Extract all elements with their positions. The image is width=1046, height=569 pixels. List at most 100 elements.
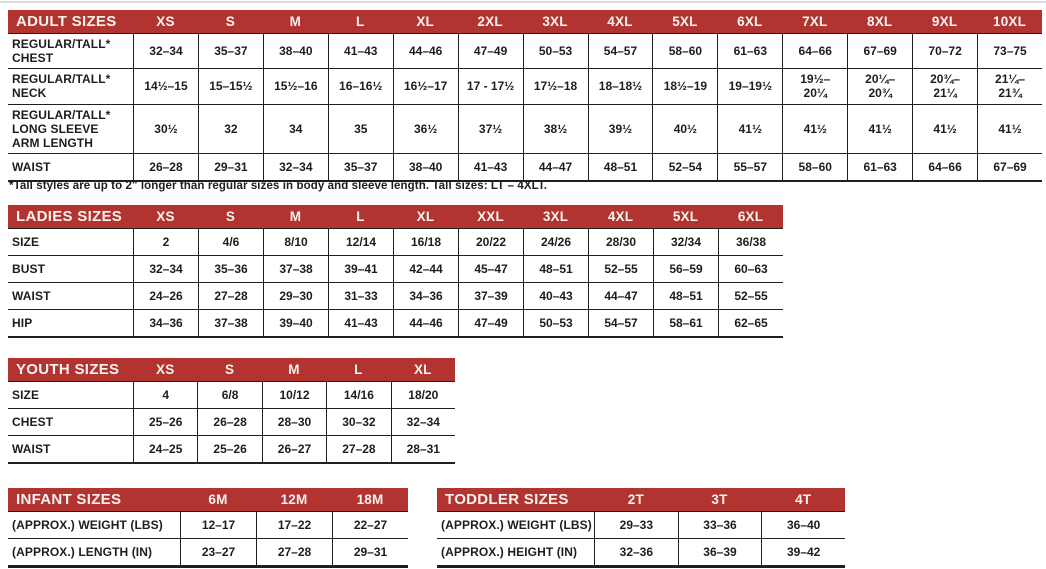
cell-value: 41½ bbox=[717, 104, 782, 154]
column-header: 4XL bbox=[607, 14, 633, 29]
row-label: (APPROX.) HEIGHT (IN) bbox=[441, 544, 578, 559]
cell-value: 24–26 bbox=[133, 283, 198, 309]
cell-value: 22–27 bbox=[332, 512, 408, 538]
cell-value: 45–47 bbox=[458, 256, 523, 282]
cell-value: 24/26 bbox=[523, 229, 588, 255]
cell-value: 29–31 bbox=[332, 539, 408, 565]
cell-value: 41–43 bbox=[457, 154, 523, 181]
column-header: 18M bbox=[356, 492, 384, 507]
cell-value: 56–59 bbox=[653, 256, 718, 282]
column-header: 9XL bbox=[931, 14, 958, 29]
table-row: BUST 32–34 35–36 37–38 39–41 42–44 45–47 48–51 5… bbox=[8, 255, 783, 282]
cell-value: 54–57 bbox=[588, 310, 653, 336]
cell-value: 40½ bbox=[652, 104, 717, 154]
column-header: 6XL bbox=[737, 14, 763, 29]
cell-value: 40–43 bbox=[523, 283, 588, 309]
cell-value: 37½ bbox=[457, 104, 523, 154]
table-header-bar: ADULT SIZES XS S M L XL 2XL 3XL 4XL 5XL 6XL 7XL 8XL 9… bbox=[8, 10, 1042, 33]
table-header-bar: LADIES SIZES XS S M L XL XXL 3XL 4XL 5XL 6XL bbox=[8, 205, 783, 228]
cell-value: 20/22 bbox=[458, 229, 523, 255]
cell-value: 34–36 bbox=[133, 310, 198, 336]
cell-value: 35 bbox=[327, 104, 393, 154]
column-header: 12M bbox=[280, 492, 308, 507]
column-header: 4XL bbox=[607, 209, 634, 224]
cell-value: 47–49 bbox=[457, 34, 523, 69]
cell-value: 36–39 bbox=[677, 539, 762, 565]
cell-value: 2 bbox=[133, 229, 198, 255]
cell-value: 27–28 bbox=[256, 539, 332, 565]
cell-value: 36/38 bbox=[718, 229, 783, 255]
cell-value: 33–36 bbox=[677, 512, 762, 538]
cell-value: 8/10 bbox=[263, 229, 328, 255]
cell-value: 37–38 bbox=[263, 256, 328, 282]
cell-value: 41½ bbox=[977, 104, 1042, 154]
column-header: S bbox=[225, 14, 235, 29]
toddler-sizes-table: TODDLER SIZES 2T 3T 4T (APPROX.) WEIGHT (LBS… bbox=[437, 488, 845, 568]
cell-value: 52–55 bbox=[718, 283, 783, 309]
column-header: XS bbox=[156, 14, 175, 29]
cell-value: 41½ bbox=[847, 104, 912, 154]
cell-value: 67–69 bbox=[977, 154, 1042, 181]
cell-value: 12/14 bbox=[328, 229, 393, 255]
cell-value: 26–28 bbox=[197, 409, 261, 435]
cell-value: 44–47 bbox=[588, 283, 653, 309]
column-header: 2XL bbox=[477, 14, 503, 29]
cell-value: 39–42 bbox=[761, 539, 845, 565]
table-row: REGULAR/TALL* CHEST 32–34 35–37 38–40 41–43 4… bbox=[8, 33, 1042, 69]
table-row: SIZE 2 4/6 8/10 12/14 16/18 20/22 24/26 28/30 32/… bbox=[8, 228, 783, 255]
row-label: (APPROX.) WEIGHT (LBS) bbox=[441, 517, 592, 532]
cell-value: 32–34 bbox=[390, 409, 455, 435]
column-header: M bbox=[289, 14, 302, 29]
table-title: INFANT SIZES bbox=[16, 491, 122, 508]
table-row: REGULAR/TALL* LONG SLEEVE ARM LENGTH 30½ 3… bbox=[8, 103, 1042, 154]
cell-value: 48–51 bbox=[653, 283, 718, 309]
top-edge-divider bbox=[0, 1, 1046, 3]
cell-value: 41–43 bbox=[327, 34, 393, 69]
row-label: WAIST bbox=[12, 441, 51, 456]
table-header-bar: INFANT SIZES 6M 12M 18M bbox=[8, 488, 408, 511]
table-row: CHEST 25–26 26–28 28–30 30–32 32–34 bbox=[8, 408, 455, 435]
row-label: CHEST bbox=[12, 414, 54, 429]
infant-sizes-table: INFANT SIZES 6M 12M 18M (APPROX.) WEIGHT (LB… bbox=[8, 488, 408, 568]
cell-value: 15–15½ bbox=[197, 69, 263, 104]
cell-value: 34 bbox=[262, 104, 328, 154]
column-header: M bbox=[288, 362, 300, 377]
cell-value: 14½–15 bbox=[133, 69, 198, 104]
row-label: (APPROX.) LENGTH (IN) bbox=[12, 544, 153, 559]
cell-value: 27–28 bbox=[326, 436, 390, 462]
row-label: SIZE bbox=[12, 234, 40, 249]
cell-value: 64–66 bbox=[912, 154, 977, 181]
cell-value: 26–28 bbox=[133, 154, 198, 181]
column-header: XS bbox=[156, 209, 175, 224]
tall-sizes-footnote: *Tall styles are up to 2" longer than re… bbox=[9, 180, 548, 192]
cell-value: 37–39 bbox=[458, 283, 523, 309]
cell-value: 38–40 bbox=[392, 154, 458, 181]
cell-value: 25–26 bbox=[133, 409, 197, 435]
cell-value: 16½–17 bbox=[392, 69, 458, 104]
ladies-sizes-table: LADIES SIZES XS S M L XL XXL 3XL 4XL 5XL 6XL SIZE 2 4… bbox=[8, 205, 783, 338]
cell-value: 19–19½ bbox=[717, 69, 782, 104]
cell-value: 61–63 bbox=[717, 34, 782, 69]
cell-value: 52–54 bbox=[652, 154, 717, 181]
table-row: WAIST 24–25 25–26 26–27 27–28 28–31 bbox=[8, 435, 455, 464]
cell-value: 17 - 17½ bbox=[457, 69, 523, 104]
cell-value: 42–44 bbox=[393, 256, 458, 282]
row-label: REGULAR/TALL* NECK bbox=[12, 72, 111, 101]
table-row: HIP 34–36 37–38 39–40 41–43 44–46 47–49 50–53 54… bbox=[8, 309, 783, 338]
cell-value: 50–53 bbox=[523, 310, 588, 336]
cell-value: 48–51 bbox=[523, 256, 588, 282]
cell-value: 28/30 bbox=[588, 229, 653, 255]
cell-value: 50–53 bbox=[522, 34, 588, 69]
cell-value: 14/16 bbox=[326, 382, 390, 408]
cell-value: 39–41 bbox=[328, 256, 393, 282]
table-row: SIZE 4 6/8 10/12 14/16 18/20 bbox=[8, 381, 455, 408]
cell-value: 36–40 bbox=[761, 512, 845, 538]
cell-value: 29–30 bbox=[263, 283, 328, 309]
adult-sizes-table: ADULT SIZES XS S M L XL 2XL 3XL 4XL 5XL 6XL 7XL 8XL 9… bbox=[8, 10, 1042, 183]
table-header-bar: YOUTH SIZES XS S M L XL bbox=[8, 358, 455, 381]
cell-value: 36½ bbox=[392, 104, 458, 154]
row-label: REGULAR/TALL* CHEST bbox=[12, 37, 111, 66]
cell-value: 48–51 bbox=[587, 154, 653, 181]
cell-value: 31–33 bbox=[328, 283, 393, 309]
cell-value: 32 bbox=[197, 104, 263, 154]
